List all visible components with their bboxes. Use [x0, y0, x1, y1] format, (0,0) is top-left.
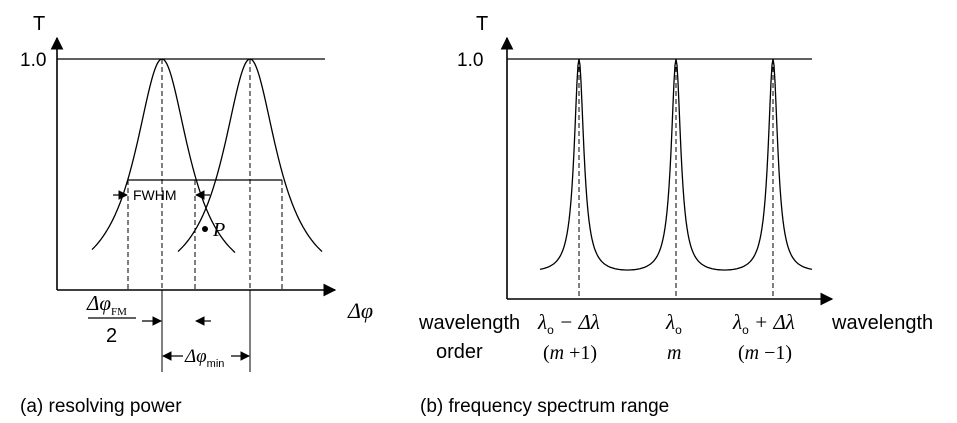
panel-a-peak-curve-2	[177, 58, 323, 253]
panel-a: T 1.0 P FWHM Δφ ΔφFM 2	[20, 13, 373, 417]
panel-b-peak-3-order: (m −1)	[738, 342, 792, 364]
panel-a-point-p-label: P	[212, 219, 225, 241]
panel-b-row-label-wavelength: wavelength	[418, 312, 520, 334]
panel-a-y-tick-1: 1.0	[20, 50, 46, 71]
panel-a-y-axis-label: T	[33, 13, 45, 35]
panel-a-fm-numerator: ΔφFM	[86, 291, 127, 318]
panel-b: T 1.0 wavelength wavelength order λo − Δ…	[418, 13, 933, 417]
panel-b-x-axis-label: wavelength	[831, 312, 933, 334]
panel-b-transmission-curve	[539, 58, 813, 271]
panel-b-peak-3-wavelength: λo + Δλ	[732, 310, 795, 337]
panel-b-peak-1-order: (m +1)	[543, 342, 597, 364]
panel-a-peak-curve-1	[91, 58, 236, 253]
panel-b-peak-2-order: m	[667, 342, 681, 364]
panel-b-peak-1-wavelength: λo − Δλ	[537, 310, 600, 337]
panel-a-point-p	[202, 226, 208, 232]
panel-a-x-axis-label: Δφ	[347, 298, 373, 323]
panel-a-min-label: Δφmin	[184, 346, 224, 370]
panel-a-fm-denominator: 2	[106, 325, 117, 347]
panel-b-peak-2-wavelength: λo	[665, 310, 682, 337]
panel-b-y-tick-1: 1.0	[457, 50, 483, 71]
panel-a-caption: (a) resolving power	[20, 396, 182, 417]
panel-b-caption: (b) frequency spectrum range	[420, 396, 669, 417]
panel-a-fwhm-label: FWHM	[133, 187, 177, 203]
panel-b-y-axis-label: T	[476, 13, 488, 35]
panel-b-row-label-order: order	[436, 341, 483, 363]
